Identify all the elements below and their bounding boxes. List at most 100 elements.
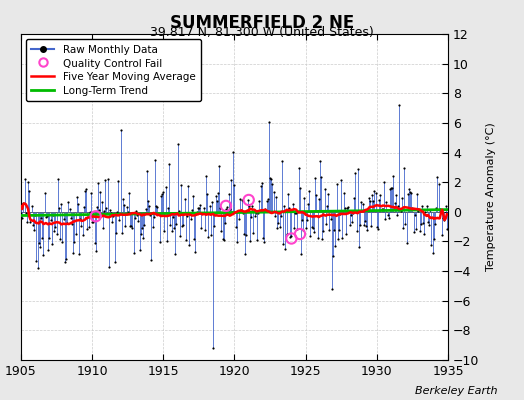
- Point: [81, 188, 89, 194]
- Point: [287, 235, 296, 242]
- Point: [174, 208, 183, 214]
- Point: [153, 203, 161, 210]
- Point: [277, 212, 285, 219]
- Text: SUMMERFIELD 2 NE: SUMMERFIELD 2 NE: [170, 14, 354, 32]
- Point: [17, 203, 25, 210]
- Point: [256, 183, 265, 190]
- Point: [219, 236, 227, 242]
- Point: [431, 220, 439, 227]
- Point: [339, 235, 347, 241]
- Point: [155, 211, 163, 218]
- Point: [232, 224, 240, 230]
- Point: [52, 230, 61, 237]
- Point: [141, 206, 150, 212]
- Point: [274, 220, 282, 226]
- Point: [253, 237, 261, 244]
- Point: [112, 230, 120, 236]
- Point: [161, 184, 170, 190]
- Point: [421, 209, 430, 215]
- Point: [388, 184, 397, 191]
- Point: [99, 224, 107, 231]
- Point: [124, 208, 132, 215]
- Point: [130, 215, 139, 222]
- Point: [403, 190, 412, 197]
- Point: [292, 209, 300, 216]
- Point: [143, 168, 151, 174]
- Point: [276, 224, 284, 231]
- Point: [243, 197, 252, 203]
- Point: [377, 206, 386, 212]
- Point: [168, 228, 176, 234]
- Point: [396, 207, 405, 214]
- Point: [387, 184, 395, 191]
- Point: [443, 226, 451, 233]
- Point: [261, 206, 269, 213]
- Point: [115, 216, 124, 223]
- Point: [195, 204, 203, 211]
- Point: [222, 203, 230, 209]
- Point: [432, 204, 440, 211]
- Point: [152, 203, 160, 210]
- Point: [27, 203, 36, 209]
- Point: [237, 197, 246, 203]
- Point: [424, 219, 432, 226]
- Point: [343, 205, 352, 211]
- Point: [346, 212, 355, 218]
- Point: [426, 207, 434, 213]
- Point: [358, 201, 367, 207]
- Point: [221, 220, 229, 226]
- Point: [106, 207, 114, 214]
- Point: [214, 189, 222, 196]
- Point: [301, 225, 310, 231]
- Point: [122, 204, 130, 210]
- Point: [429, 249, 437, 256]
- Point: [172, 220, 181, 227]
- Point: [116, 127, 125, 134]
- Point: [206, 232, 215, 238]
- Point: [151, 156, 159, 163]
- Point: [306, 232, 314, 239]
- Point: [61, 259, 69, 266]
- Point: [314, 196, 323, 202]
- Point: [47, 217, 55, 223]
- Point: [75, 251, 83, 257]
- Point: [285, 204, 293, 211]
- Point: [321, 186, 329, 192]
- Point: [148, 224, 157, 231]
- Point: [191, 248, 200, 255]
- Point: [309, 225, 317, 231]
- Point: [223, 204, 232, 210]
- Point: [229, 148, 237, 155]
- Point: [184, 182, 192, 189]
- Point: [233, 239, 241, 246]
- Point: [398, 195, 406, 202]
- Point: [368, 192, 376, 199]
- Point: [427, 242, 435, 248]
- Point: [293, 225, 301, 232]
- Point: [19, 200, 28, 206]
- Point: [85, 208, 94, 215]
- Point: [242, 232, 250, 238]
- Point: [322, 220, 330, 227]
- Point: [176, 232, 184, 239]
- Point: [247, 214, 255, 220]
- Point: [381, 216, 389, 222]
- Point: [213, 198, 221, 204]
- Point: [279, 240, 287, 247]
- Point: [220, 236, 228, 243]
- Point: [344, 204, 353, 210]
- Point: [162, 238, 171, 244]
- Point: [436, 208, 445, 215]
- Point: [31, 212, 39, 218]
- Point: [209, 345, 217, 351]
- Point: [335, 227, 343, 233]
- Point: [354, 166, 362, 172]
- Point: [126, 223, 134, 230]
- Point: [125, 190, 133, 196]
- Point: [439, 215, 447, 221]
- Point: [349, 210, 357, 216]
- Point: [362, 223, 370, 230]
- Point: [134, 218, 143, 224]
- Point: [84, 224, 93, 230]
- Point: [308, 224, 316, 230]
